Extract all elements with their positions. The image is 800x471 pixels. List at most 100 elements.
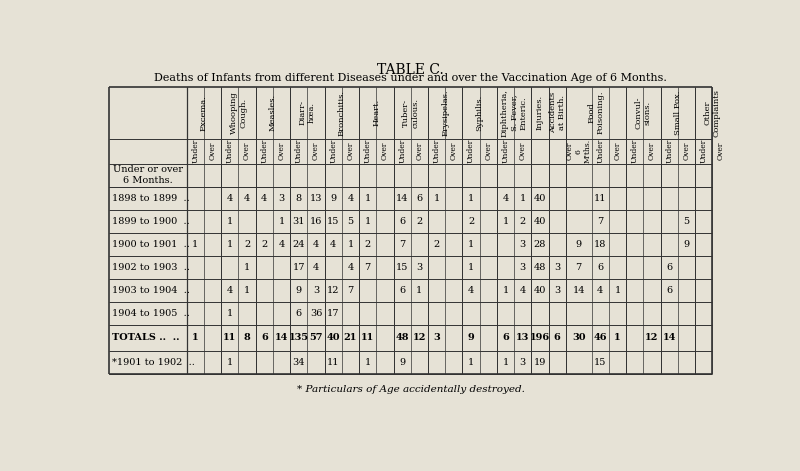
Text: Over: Over xyxy=(484,142,492,161)
Text: 1: 1 xyxy=(614,333,621,342)
Text: 14: 14 xyxy=(662,333,676,342)
Text: 2: 2 xyxy=(468,217,474,226)
Text: 6: 6 xyxy=(502,333,509,342)
Text: 14: 14 xyxy=(573,286,585,295)
Text: 1: 1 xyxy=(226,309,233,318)
Text: 4: 4 xyxy=(347,194,354,203)
Text: 1904 to 1905  ..: 1904 to 1905 .. xyxy=(112,309,190,318)
Text: 16: 16 xyxy=(310,217,322,226)
Text: 14: 14 xyxy=(396,194,408,203)
Text: Under: Under xyxy=(294,139,302,163)
Text: 30: 30 xyxy=(572,333,586,342)
Text: 6: 6 xyxy=(399,217,406,226)
Text: 31: 31 xyxy=(293,217,305,226)
Text: 1: 1 xyxy=(226,357,233,367)
Text: 4: 4 xyxy=(502,194,509,203)
Text: 3: 3 xyxy=(554,286,560,295)
Text: 8: 8 xyxy=(244,333,250,342)
Text: Heart.: Heart. xyxy=(372,99,380,126)
Text: 9: 9 xyxy=(330,194,336,203)
Text: 1: 1 xyxy=(244,263,250,272)
Text: 12: 12 xyxy=(413,333,426,342)
Text: 11: 11 xyxy=(327,357,339,367)
Text: 7: 7 xyxy=(399,240,406,249)
Text: 4: 4 xyxy=(330,240,336,249)
Text: Over: Over xyxy=(243,142,251,161)
Text: 1: 1 xyxy=(244,286,250,295)
Text: *1901 to 1902  ..: *1901 to 1902 .. xyxy=(112,357,195,367)
Text: 1: 1 xyxy=(468,194,474,203)
Text: 4: 4 xyxy=(313,240,319,249)
Text: 21: 21 xyxy=(344,333,357,342)
Text: 11: 11 xyxy=(223,333,237,342)
Text: Under or over
6 Months.: Under or over 6 Months. xyxy=(113,165,183,185)
Text: 6: 6 xyxy=(554,333,561,342)
Text: 4: 4 xyxy=(244,194,250,203)
Text: Over: Over xyxy=(518,142,526,161)
Text: 36: 36 xyxy=(310,309,322,318)
Text: Under: Under xyxy=(364,139,372,163)
Text: 3: 3 xyxy=(416,263,422,272)
Text: 1: 1 xyxy=(365,217,371,226)
Text: 4: 4 xyxy=(278,240,285,249)
Text: Bronchitis.: Bronchitis. xyxy=(338,90,346,136)
Text: 15: 15 xyxy=(594,357,606,367)
Text: 1: 1 xyxy=(192,240,198,249)
Text: 3: 3 xyxy=(434,333,440,342)
Text: 1: 1 xyxy=(614,286,621,295)
Text: Whooping
Cough.: Whooping Cough. xyxy=(230,91,247,134)
Text: 48: 48 xyxy=(534,263,546,272)
Text: 6: 6 xyxy=(666,286,672,295)
Text: Accidents
at Birth.: Accidents at Birth. xyxy=(549,92,566,133)
Text: Over: Over xyxy=(450,142,458,161)
Text: Over: Over xyxy=(312,142,320,161)
Text: 1902 to 1903  ..: 1902 to 1903 .. xyxy=(112,263,190,272)
Text: 2: 2 xyxy=(244,240,250,249)
Text: 3: 3 xyxy=(520,240,526,249)
Text: 40: 40 xyxy=(534,286,546,295)
Text: 4: 4 xyxy=(313,263,319,272)
Text: 5: 5 xyxy=(683,217,690,226)
Text: Convul-
sions.: Convul- sions. xyxy=(634,97,652,129)
Text: 15: 15 xyxy=(327,217,339,226)
Text: Deaths of Infants from different Diseases under and over the Vaccination Age of : Deaths of Infants from different Disease… xyxy=(154,73,666,83)
Text: 9: 9 xyxy=(296,286,302,295)
Text: Under: Under xyxy=(502,139,510,163)
Text: Over: Over xyxy=(717,142,725,161)
Text: 6: 6 xyxy=(598,263,603,272)
Text: 13: 13 xyxy=(310,194,322,203)
Text: Small Pox.: Small Pox. xyxy=(674,90,682,135)
Text: 1: 1 xyxy=(502,357,509,367)
Text: 12: 12 xyxy=(327,286,339,295)
Text: 4: 4 xyxy=(347,263,354,272)
Text: 1903 to 1904  ..: 1903 to 1904 .. xyxy=(112,286,190,295)
Text: 24: 24 xyxy=(293,240,305,249)
Text: 2: 2 xyxy=(416,217,422,226)
Text: 4: 4 xyxy=(597,286,603,295)
Text: 13: 13 xyxy=(516,333,530,342)
Text: 135: 135 xyxy=(289,333,309,342)
Text: 3: 3 xyxy=(278,194,285,203)
Text: Tuber-
culous.: Tuber- culous. xyxy=(402,97,419,128)
Text: 1: 1 xyxy=(347,240,354,249)
Text: 7: 7 xyxy=(597,217,603,226)
Text: 1: 1 xyxy=(434,194,440,203)
Text: * Particulars of Age accidentally destroyed.: * Particulars of Age accidentally destro… xyxy=(297,384,525,394)
Text: Diphtheria,
S. Fever,
Enteric.: Diphtheria, S. Fever, Enteric. xyxy=(501,89,527,137)
Text: 2: 2 xyxy=(262,240,267,249)
Text: 15: 15 xyxy=(396,263,408,272)
Text: 1: 1 xyxy=(226,217,233,226)
Text: Other
Complaints: Other Complaints xyxy=(704,89,721,137)
Text: Food
Poisoning.: Food Poisoning. xyxy=(587,91,605,135)
Text: 2: 2 xyxy=(434,240,440,249)
Text: 3: 3 xyxy=(313,286,319,295)
Text: 3: 3 xyxy=(520,357,526,367)
Text: Over: Over xyxy=(648,142,656,161)
Text: Over: Over xyxy=(381,142,389,161)
Text: 1: 1 xyxy=(416,286,422,295)
Text: 9: 9 xyxy=(468,333,474,342)
Text: 5: 5 xyxy=(347,217,354,226)
Text: 48: 48 xyxy=(395,333,409,342)
Text: 4: 4 xyxy=(226,286,233,295)
Text: Under: Under xyxy=(226,139,234,163)
